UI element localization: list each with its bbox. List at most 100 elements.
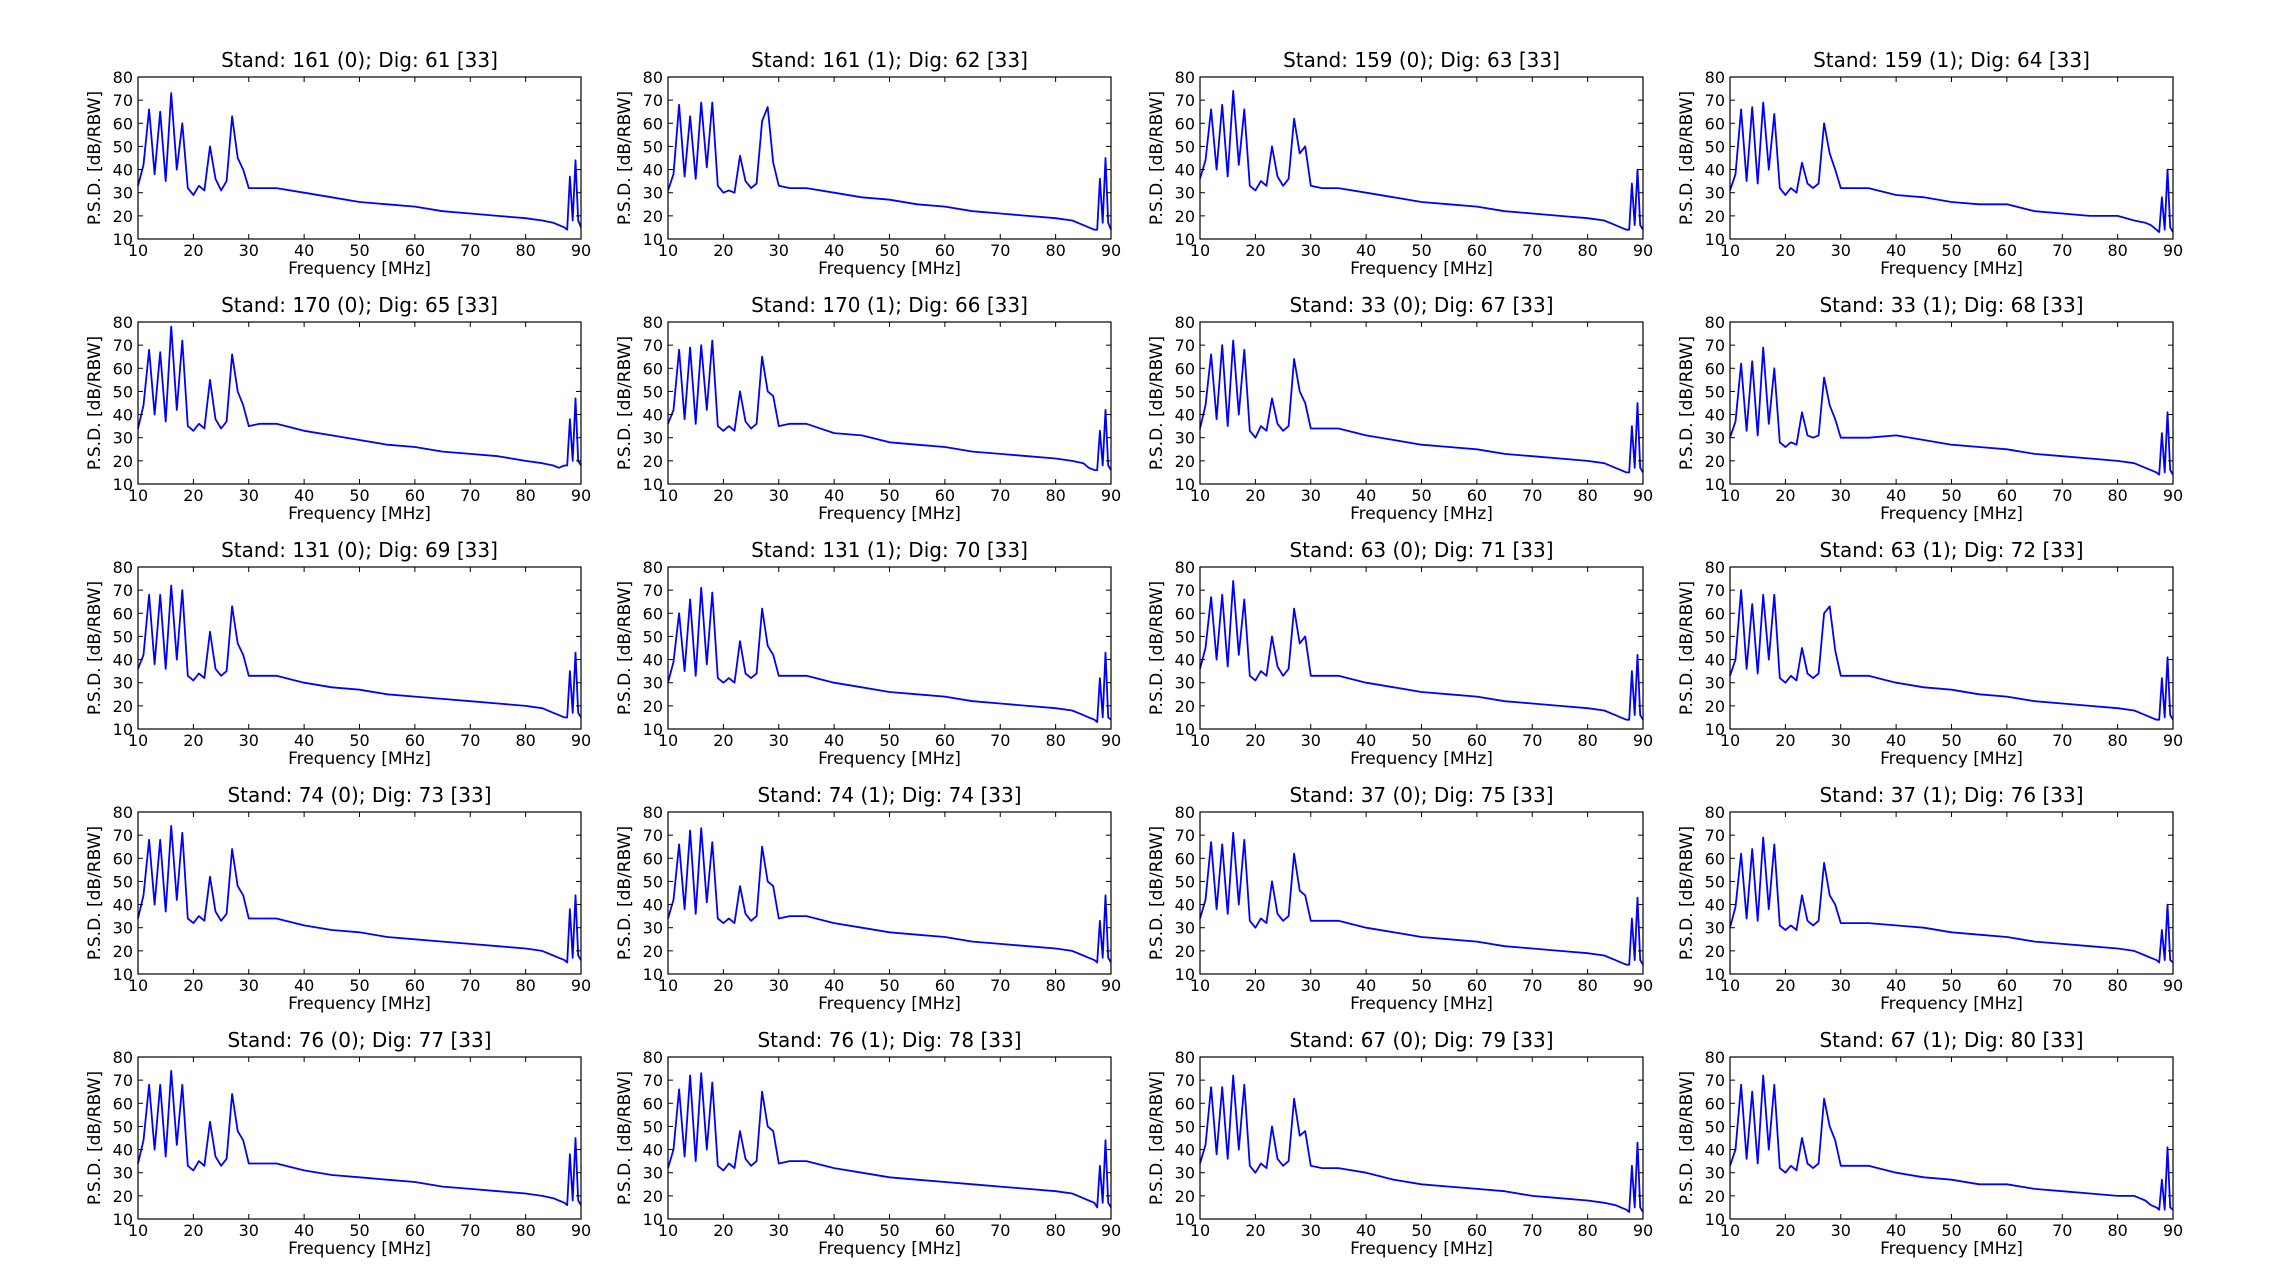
y-tick-label: 50 (643, 1117, 663, 1136)
x-tick-label: 40 (1356, 731, 1376, 750)
x-tick-label: 20 (1775, 241, 1795, 260)
y-tick-label: 10 (1705, 1210, 1725, 1229)
x-tick-label: 80 (1577, 1221, 1597, 1240)
x-axis-label: Frequency [MHz] (288, 504, 431, 524)
x-tick-label: 60 (1997, 976, 2017, 995)
y-tick-label: 70 (113, 336, 133, 355)
x-tick-label: 20 (1245, 486, 1265, 505)
y-tick-label: 70 (113, 826, 133, 845)
x-tick-label: 20 (1245, 731, 1265, 750)
axes-frame (137, 76, 582, 240)
x-tick-label: 40 (1356, 241, 1376, 260)
x-tick-label: 80 (2107, 486, 2127, 505)
y-tick-label: 20 (643, 942, 663, 961)
y-axis-label: P.S.D. [dB/RBW] (1147, 1071, 1167, 1205)
y-tick-label: 70 (1705, 91, 1725, 110)
x-tick-label: 10 (1190, 1221, 1210, 1240)
subplot-title: Stand: 33 (0); Dig: 67 [33] (1289, 293, 1553, 317)
x-tick-label: 30 (1831, 731, 1851, 750)
x-tick-label: 60 (1467, 976, 1487, 995)
subplot-17: Stand: 76 (0); Dig: 77 [33] 10 20 30 40 50 60 7… (85, 1028, 591, 1259)
x-tick-label: 30 (1301, 731, 1321, 750)
y-tick-label: 80 (113, 313, 133, 332)
x-tick-label: 40 (1356, 976, 1376, 995)
y-tick-label: 10 (113, 230, 133, 249)
y-tick-label: 40 (643, 406, 663, 425)
psd-series-line (667, 827, 1112, 964)
x-tick-label: 20 (1775, 731, 1795, 750)
x-tick-label: 80 (515, 241, 535, 260)
subplot-title: Stand: 170 (0); Dig: 65 [33] (221, 293, 498, 317)
x-tick-label: 20 (713, 486, 733, 505)
axes-frame (1199, 76, 1644, 240)
y-tick-label: 20 (1705, 942, 1725, 961)
psd-series-line (1729, 1074, 2174, 1211)
x-tick-label: 70 (990, 976, 1010, 995)
psd-series-line (137, 1070, 582, 1206)
x-tick-label: 10 (128, 486, 148, 505)
y-tick-label: 30 (1705, 1164, 1725, 1183)
y-tick-label: 80 (1175, 313, 1195, 332)
x-tick-label: 70 (990, 486, 1010, 505)
y-tick-label: 40 (113, 161, 133, 180)
psd-series-line (137, 92, 582, 231)
y-tick-label: 60 (1705, 849, 1725, 868)
x-tick-label: 70 (990, 1221, 1010, 1240)
y-tick-label: 60 (113, 604, 133, 623)
subplot-title: Stand: 74 (0); Dig: 73 [33] (227, 783, 491, 807)
x-tick-label: 40 (1356, 486, 1376, 505)
subplot-16: Stand: 37 (1); Dig: 76 [33] 10 20 30 40 50 60 7… (1677, 783, 2183, 1014)
x-tick-label: 40 (294, 486, 314, 505)
y-tick-label: 50 (113, 382, 133, 401)
psd-series-line (667, 586, 1112, 723)
y-axis-label: P.S.D. [dB/RBW] (1677, 826, 1697, 960)
subplot-3: Stand: 159 (0); Dig: 63 [33] 10 20 30 40 50 60… (1147, 48, 1653, 279)
psd-series-line (667, 339, 1112, 472)
y-tick-label: 40 (1705, 896, 1725, 915)
axes-frame (137, 1056, 582, 1220)
y-tick-label: 30 (643, 674, 663, 693)
y-tick-label: 70 (643, 581, 663, 600)
subplot-title: Stand: 33 (1); Dig: 68 [33] (1819, 293, 2083, 317)
subplot-1: Stand: 161 (0); Dig: 61 [33] 10 20 30 40 50 60… (85, 48, 591, 279)
subplot-title: Stand: 74 (1); Dig: 74 [33] (757, 783, 1021, 807)
x-axis-label: Frequency [MHz] (288, 994, 431, 1014)
x-tick-label: 10 (1720, 1221, 1740, 1240)
y-tick-label: 50 (1175, 137, 1195, 156)
subplot-2: Stand: 161 (1); Dig: 62 [33] 10 20 30 40 50 60… (615, 48, 1121, 279)
x-tick-label: 10 (128, 976, 148, 995)
x-tick-label: 30 (239, 241, 259, 260)
x-tick-label: 80 (515, 486, 535, 505)
y-axis-label: P.S.D. [dB/RBW] (1147, 336, 1167, 470)
x-tick-label: 70 (990, 731, 1010, 750)
x-tick-label: 80 (1045, 486, 1065, 505)
x-tick-label: 30 (769, 241, 789, 260)
x-tick-label: 10 (1190, 976, 1210, 995)
y-tick-label: 70 (113, 91, 133, 110)
subplot-9: Stand: 131 (0); Dig: 69 [33] 10 20 30 40 50 60… (85, 538, 591, 769)
x-tick-label: 20 (1775, 486, 1795, 505)
x-tick-label: 60 (935, 1221, 955, 1240)
subplot-title: Stand: 76 (0); Dig: 77 [33] (227, 1028, 491, 1052)
y-tick-label: 60 (643, 114, 663, 133)
subplot-14: Stand: 74 (1); Dig: 74 [33] 10 20 30 40 50 60 7… (615, 783, 1121, 1014)
x-tick-label: 70 (460, 241, 480, 260)
y-tick-label: 60 (1705, 114, 1725, 133)
subplot-title: Stand: 131 (0); Dig: 69 [33] (221, 538, 498, 562)
x-tick-label: 90 (2163, 976, 2183, 995)
x-tick-label: 90 (1633, 976, 1653, 995)
x-tick-label: 80 (1045, 976, 1065, 995)
y-tick-label: 60 (113, 114, 133, 133)
psd-series-line (1729, 101, 2174, 234)
y-axis-label: P.S.D. [dB/RBW] (615, 91, 635, 225)
x-tick-label: 30 (769, 1221, 789, 1240)
y-tick-label: 40 (643, 1141, 663, 1160)
x-tick-label: 30 (1831, 976, 1851, 995)
x-tick-label: 20 (713, 241, 733, 260)
y-tick-label: 80 (1175, 558, 1195, 577)
x-tick-label: 50 (349, 1221, 369, 1240)
x-tick-label: 80 (1577, 486, 1597, 505)
y-tick-label: 30 (1705, 429, 1725, 448)
x-tick-label: 50 (349, 976, 369, 995)
x-tick-label: 80 (515, 731, 535, 750)
